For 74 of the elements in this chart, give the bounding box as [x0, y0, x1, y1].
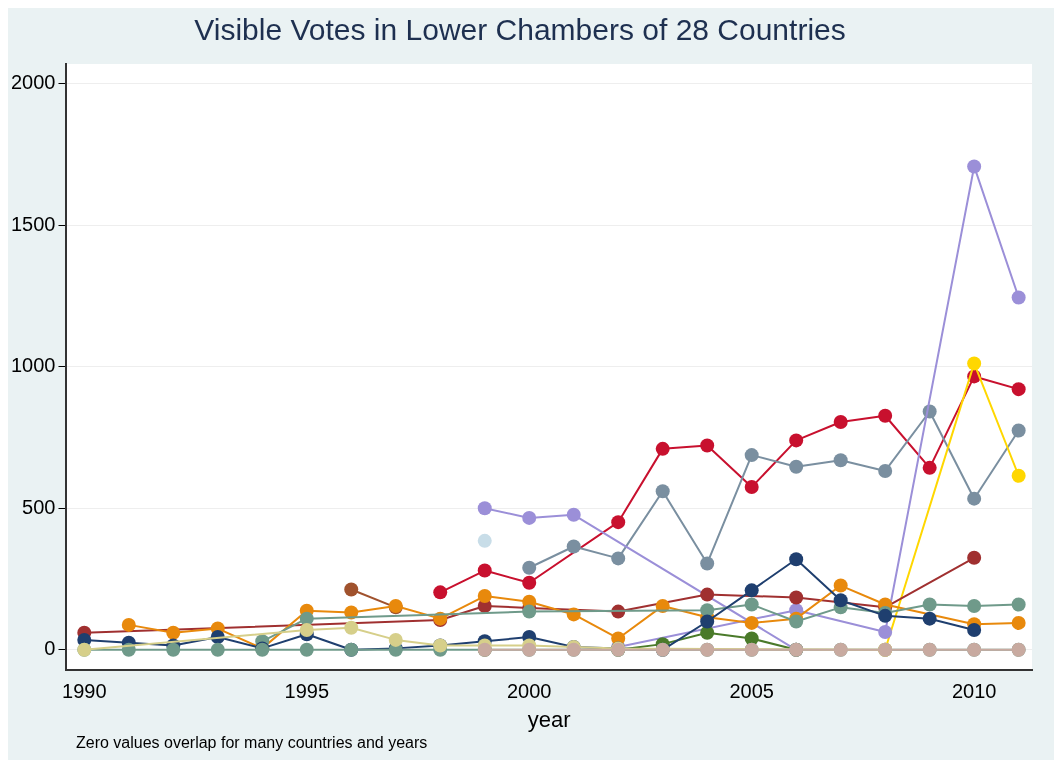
chart-title: Visible Votes in Lower Chambers of 28 Countries [194, 13, 846, 47]
point [433, 585, 448, 600]
point [922, 597, 937, 612]
y-tick-label: 2000 [10, 71, 56, 94]
point [477, 533, 492, 548]
point [477, 501, 492, 516]
point [1011, 290, 1026, 305]
point [611, 551, 626, 566]
point [522, 510, 537, 525]
point [744, 597, 759, 612]
point [700, 603, 715, 618]
point [522, 560, 537, 575]
x-tick-label: 2005 [729, 680, 774, 703]
point [1011, 468, 1026, 483]
point [700, 438, 715, 453]
point [878, 408, 893, 423]
point [744, 448, 759, 463]
x-tick-label: 2010 [951, 680, 997, 703]
point [655, 484, 670, 499]
point [522, 604, 537, 619]
point [566, 507, 581, 522]
x-tick-label: 1995 [284, 680, 330, 703]
point [344, 582, 359, 597]
point [388, 632, 403, 647]
point [744, 583, 759, 598]
point [1011, 382, 1026, 397]
y-tick-label: 1000 [10, 354, 56, 377]
y-tick-label: 0 [44, 637, 56, 660]
point [967, 159, 982, 174]
point [878, 463, 893, 478]
point [522, 575, 537, 590]
point [833, 414, 848, 429]
point [967, 356, 982, 371]
point [166, 642, 181, 657]
point [789, 590, 804, 605]
point [833, 593, 848, 608]
point [1011, 423, 1026, 438]
text: Zero values overlap for many countries and years [76, 734, 429, 752]
point [210, 642, 225, 657]
point [967, 550, 982, 565]
point [744, 615, 759, 630]
point [477, 589, 492, 604]
point [833, 578, 848, 593]
point [922, 611, 937, 626]
point [299, 642, 314, 657]
point [967, 491, 982, 506]
point [299, 622, 314, 637]
point [789, 433, 804, 448]
point [789, 552, 804, 567]
y-tick-label: 500 [22, 495, 56, 518]
point [744, 480, 759, 495]
point [121, 617, 136, 632]
point [477, 563, 492, 578]
point [967, 598, 982, 613]
point [700, 556, 715, 571]
point [1011, 615, 1026, 630]
point [700, 587, 715, 602]
x-tick-label: 2000 [506, 680, 552, 703]
point [967, 622, 982, 637]
point [611, 515, 626, 530]
point [833, 453, 848, 468]
point [655, 441, 670, 456]
point [789, 459, 804, 474]
point [878, 624, 893, 639]
x-axis-title: year [527, 706, 571, 732]
point [566, 539, 581, 554]
point [1011, 597, 1026, 612]
y-tick-label: 1500 [10, 212, 56, 235]
point [166, 625, 181, 640]
point [344, 620, 359, 635]
point [700, 625, 715, 640]
point [700, 614, 715, 629]
x-tick-label: 1990 [62, 680, 107, 703]
point [922, 460, 937, 475]
